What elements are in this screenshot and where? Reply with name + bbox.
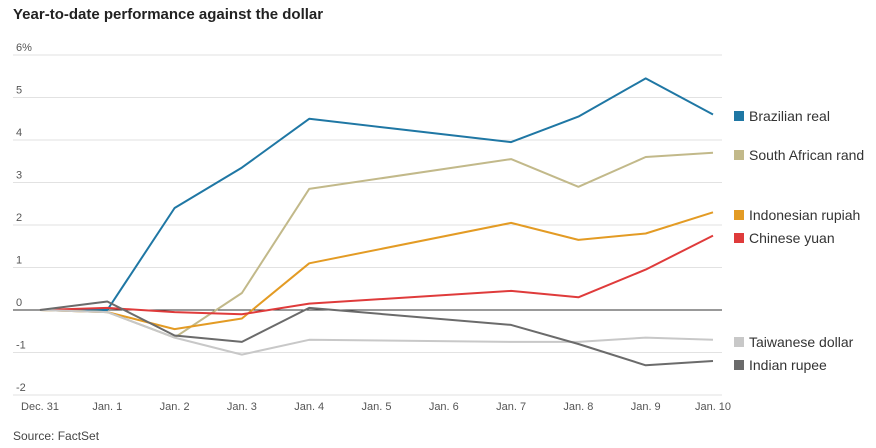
y-tick-label: 2 (16, 212, 22, 224)
y-axis-ticks: 6% 5 4 3 2 1 0 -1 -2 (16, 42, 32, 394)
x-axis-ticks: Dec. 31 Jan. 1 Jan. 2 Jan. 3 Jan. 4 Jan. 5 Jan… (21, 401, 731, 413)
x-tick-label: Jan. 4 (294, 401, 324, 413)
chart-title: Year-to-date performance against the dol… (13, 6, 324, 23)
series-line-chinese-yuan (39, 234, 714, 316)
legend: Brazilian real South African rand Indonesi… (734, 108, 864, 373)
series-line-indian-rupee (39, 300, 714, 367)
y-tick-label: 6% (16, 42, 32, 54)
legend-label: Taiwanese dollar (749, 334, 854, 350)
legend-label: South African rand (749, 147, 864, 163)
x-tick-label: Jan. 10 (695, 401, 731, 413)
series-line-brazilian-real (40, 77, 714, 311)
y-tick-label: 5 (16, 85, 22, 97)
legend-swatch (734, 360, 744, 370)
y-tick-label: 4 (16, 127, 22, 139)
x-tick-label: Jan. 6 (429, 401, 459, 413)
x-tick-label: Jan. 3 (227, 401, 257, 413)
y-tick-label: -1 (16, 340, 26, 352)
legend-swatch (734, 111, 744, 121)
y-tick-label: 3 (16, 170, 22, 182)
x-tick-label: Jan. 5 (362, 401, 392, 413)
legend-swatch (734, 337, 744, 347)
series-lines (39, 77, 714, 367)
x-tick-label: Jan. 2 (160, 401, 190, 413)
legend-label: Indonesian rupiah (749, 207, 860, 223)
x-tick-label: Jan. 8 (563, 401, 593, 413)
legend-swatch (734, 150, 744, 160)
source-note: Source: FactSet (13, 429, 100, 443)
x-tick-label: Jan. 7 (496, 401, 526, 413)
legend-label: Chinese yuan (749, 230, 835, 246)
legend-swatch (734, 210, 744, 220)
y-tick-label: -2 (16, 382, 26, 394)
y-tick-label: 0 (16, 297, 22, 309)
legend-label: Indian rupee (749, 357, 827, 373)
gridlines (13, 54, 722, 396)
x-tick-label: Dec. 31 (21, 401, 59, 413)
legend-label: Brazilian real (749, 108, 830, 124)
series-line-taiwanese-dollar (39, 309, 714, 356)
series-line-indonesian-rupiah (39, 211, 714, 331)
y-tick-label: 1 (16, 255, 22, 267)
legend-swatch (734, 233, 744, 243)
x-tick-label: Jan. 9 (631, 401, 661, 413)
x-tick-label: Jan. 1 (92, 401, 122, 413)
